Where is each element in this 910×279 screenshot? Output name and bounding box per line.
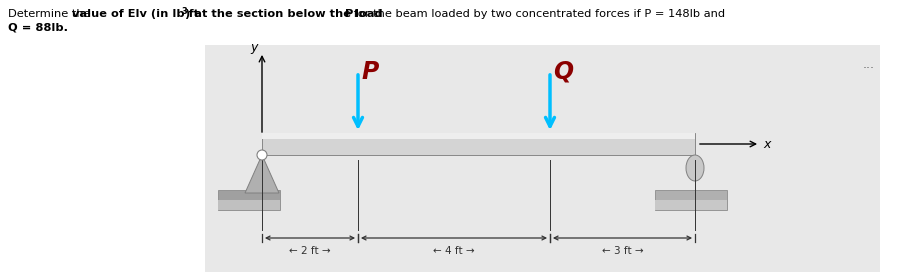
Text: ...: ...: [863, 58, 875, 71]
Bar: [262, 133, 695, 155]
Bar: [262, 133, 695, 138]
Bar: [218, 190, 280, 210]
Text: ) at the section below the load: ) at the section below the load: [185, 9, 387, 19]
Circle shape: [257, 150, 267, 160]
Polygon shape: [245, 155, 279, 193]
Text: x: x: [763, 138, 771, 150]
Ellipse shape: [686, 155, 704, 181]
Text: y: y: [250, 41, 258, 54]
Text: 3: 3: [182, 6, 187, 16]
Bar: [655, 190, 727, 210]
Bar: [218, 200, 280, 210]
Text: ← 2 ft →: ← 2 ft →: [289, 246, 331, 256]
Text: for the beam loaded by two concentrated forces if P = 148lb and: for the beam loaded by two concentrated …: [350, 9, 725, 19]
Text: ← 4 ft →: ← 4 ft →: [433, 246, 475, 256]
Text: Q = 88lb.: Q = 88lb.: [8, 23, 68, 33]
Text: Determine the: Determine the: [8, 9, 95, 19]
Bar: [655, 200, 727, 210]
Text: Q: Q: [553, 60, 573, 84]
Text: value of Elv (in lb ft: value of Elv (in lb ft: [72, 9, 198, 19]
Text: P: P: [345, 9, 353, 19]
Bar: [205, 45, 880, 272]
Text: P: P: [361, 60, 379, 84]
Text: ← 3 ft →: ← 3 ft →: [602, 246, 643, 256]
